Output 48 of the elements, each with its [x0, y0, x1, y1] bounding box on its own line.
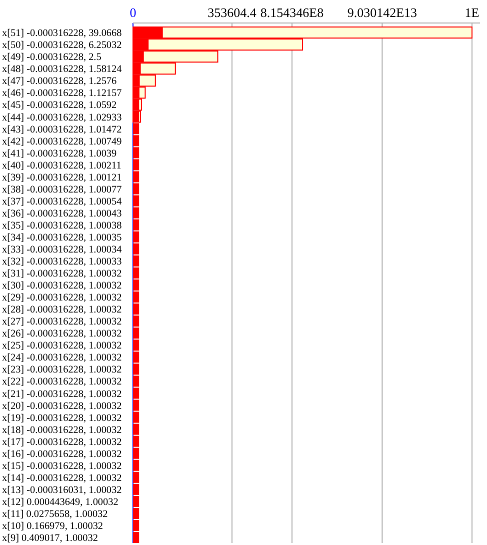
y-tick-label: x[29] -0.000316228, 1.00032: [2, 292, 122, 304]
y-tick-label: x[41] -0.000316228, 1.0039: [2, 148, 117, 160]
y-tick-label: x[45] -0.000316228, 1.0592: [2, 100, 117, 112]
y-tick-label: x[18] -0.000316228, 1.00032: [2, 424, 122, 436]
y-tick-label: x[12] 0.000443649, 1.00032: [2, 496, 118, 508]
y-tick-label: x[31] -0.000316228, 1.00032: [2, 268, 122, 280]
y-tick-label: x[22] -0.000316228, 1.00032: [2, 376, 122, 388]
y-tick-label: x[50] -0.000316228, 6.25032: [2, 40, 122, 52]
y-tick-label: x[33] -0.000316228, 1.00034: [2, 244, 122, 256]
y-tick-label: x[14] -0.000316228, 1.00032: [2, 472, 122, 484]
y-tick-label: x[34] -0.000316228, 1.00035: [2, 232, 122, 244]
y-tick-label: x[30] -0.000316228, 1.00032: [2, 280, 122, 292]
y-tick-label: x[19] -0.000316228, 1.00032: [2, 412, 122, 424]
y-tick-label: x[25] -0.000316228, 1.00032: [2, 340, 122, 352]
y-tick-label: x[17] -0.000316228, 1.00032: [2, 436, 122, 448]
y-tick-label: x[20] -0.000316228, 1.00032: [2, 400, 122, 412]
y-tick-label: x[36] -0.000316228, 1.00043: [2, 208, 122, 220]
y-tick-label: x[26] -0.000316228, 1.00032: [2, 328, 122, 340]
y-tick-label: x[11] 0.0275658, 1.00032: [2, 508, 108, 520]
y-tick-label: x[9] 0.409017, 1.00032: [2, 533, 98, 544]
y-tick-label: x[16] -0.000316228, 1.00032: [2, 448, 122, 460]
text: 8.154346E8: [260, 5, 324, 20]
y-tick-label: x[13] -0.000316031, 1.00032: [2, 484, 122, 496]
y-tick-label: x[42] -0.000316228, 1.00749: [2, 136, 122, 148]
y-tick-label: x[24] -0.000316228, 1.00032: [2, 352, 122, 364]
y-tick-label: x[32] -0.000316228, 1.00033: [2, 256, 122, 268]
text: 1E: [464, 5, 480, 20]
y-tick-label: x[49] -0.000316228, 2.5: [2, 52, 102, 64]
y-tick-label: x[48] -0.000316228, 1.58124: [2, 64, 122, 76]
y-tick-label: x[39] -0.000316228, 1.00121: [2, 172, 122, 184]
y-tick-label: x[21] -0.000316228, 1.00032: [2, 388, 122, 400]
y-tick-label: x[28] -0.000316228, 1.00032: [2, 304, 122, 316]
y-tick-label: x[40] -0.000316228, 1.00211: [2, 160, 122, 172]
text: 0: [130, 5, 136, 20]
y-tick-label: x[38] -0.000316228, 1.00077: [2, 184, 122, 196]
y-tick-label: x[10] 0.166979, 1.00032: [2, 521, 104, 532]
y-tick-label: x[23] -0.000316228, 1.00032: [2, 364, 122, 376]
y-tick-label: x[51] -0.000316228, 39.0668: [2, 28, 122, 40]
text: 353604.4: [208, 5, 257, 20]
y-tick-label: x[37] -0.000316228, 1.00054: [2, 196, 122, 208]
y-tick-label: x[27] -0.000316228, 1.00032: [2, 316, 122, 328]
y-tick-label: x[46] -0.000316228, 1.12157: [2, 88, 122, 100]
text: 9.030142E13: [347, 5, 418, 20]
y-tick-label: x[35] -0.000316228, 1.00038: [2, 220, 122, 232]
y-tick-label: x[44] -0.000316228, 1.02933: [2, 112, 122, 124]
y-tick-label: x[15] -0.000316228, 1.00032: [2, 460, 122, 472]
y-tick-label: x[47] -0.000316228, 1.2576: [2, 76, 117, 88]
y-tick-label: x[43] -0.000316228, 1.01472: [2, 124, 122, 136]
